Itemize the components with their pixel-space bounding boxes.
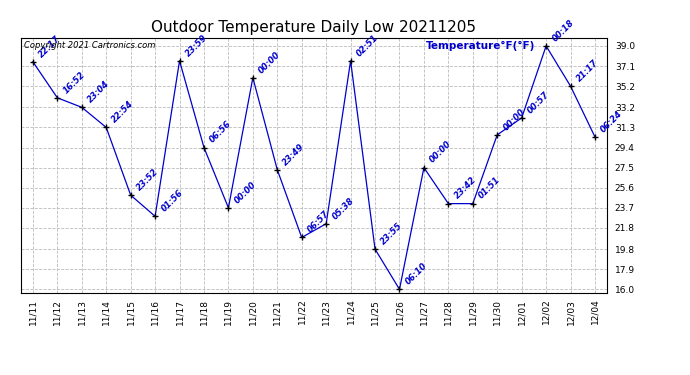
Text: 01:56: 01:56: [159, 188, 185, 213]
Text: Temperature°F(°F): Temperature°F(°F): [425, 41, 535, 51]
Text: 00:00: 00:00: [502, 107, 526, 132]
Text: 05:38: 05:38: [331, 196, 356, 221]
Text: 22:54: 22:54: [110, 99, 136, 124]
Text: 23:49: 23:49: [282, 142, 307, 167]
Text: 23:42: 23:42: [453, 176, 478, 201]
Text: 00:18: 00:18: [550, 18, 575, 43]
Text: 23:04: 23:04: [86, 79, 111, 105]
Text: 01:51: 01:51: [477, 176, 502, 201]
Text: Copyright 2021 Cartronics.com: Copyright 2021 Cartronics.com: [23, 41, 155, 50]
Text: 23:52: 23:52: [135, 167, 160, 192]
Text: 23:59: 23:59: [184, 33, 209, 58]
Text: 00:57: 00:57: [526, 90, 551, 115]
Text: 23:55: 23:55: [380, 221, 404, 246]
Title: Outdoor Temperature Daily Low 20211205: Outdoor Temperature Daily Low 20211205: [151, 20, 477, 35]
Text: 00:00: 00:00: [257, 50, 282, 75]
Text: 06:24: 06:24: [599, 109, 624, 134]
Text: 00:00: 00:00: [233, 180, 258, 205]
Text: 16:52: 16:52: [61, 70, 87, 95]
Text: 22:17: 22:17: [37, 34, 63, 59]
Text: 00:00: 00:00: [428, 140, 453, 165]
Text: 06:57: 06:57: [306, 209, 331, 235]
Text: 06:56: 06:56: [208, 119, 233, 145]
Text: 06:10: 06:10: [404, 261, 429, 286]
Text: 02:51: 02:51: [355, 33, 380, 58]
Text: 21:17: 21:17: [575, 58, 600, 83]
